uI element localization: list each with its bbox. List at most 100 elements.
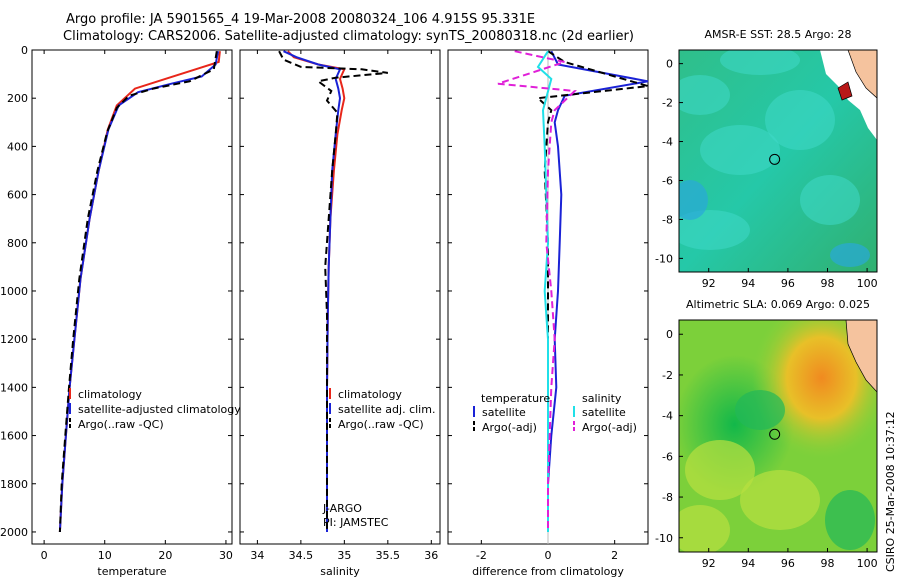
x-tick-label: 0 [545,549,552,562]
sla-patch [679,505,730,552]
y-tick-label: 200 [7,92,28,105]
legend-item: Argo(..raw -QC) [78,418,164,431]
y-tick-label: 2000 [0,526,28,539]
legend-item: satellite-adjusted climatology [78,403,241,416]
float-annotation: PI: JAMSTEC [323,516,389,529]
map-title: Altimetric SLA: 0.069 Argo: 0.025 [686,298,870,311]
x-tick-label: 20 [158,549,172,562]
legend-item: Argo(-adj) [482,421,537,434]
y-tick-label: 800 [7,237,28,250]
sst-cool-patch [830,243,870,267]
argo-float-marker [769,428,781,440]
x-tick-label: -2 [476,549,487,562]
argo-float-marker [769,153,781,165]
sla-patch-low [825,490,875,550]
map-y-tick-label: 0 [666,328,673,341]
panel-frame [239,49,441,545]
map-y-tick-label: -2 [662,97,673,110]
map-y-tick-label: -4 [662,410,673,423]
sst-cool-patch [679,180,708,220]
map-frame [678,49,878,273]
y-tick-label: 0 [21,44,28,57]
profile-panel-salinity: 34 34.5 35 35.5 36 salinity climatology satelli… [239,49,441,578]
sla-patch [685,440,755,500]
header-line-2: Climatology: CARS2006. Satellite-adjuste… [63,29,634,44]
map-x-tick-label: 100 [857,277,878,290]
legend-item: climatology [78,388,142,401]
profile-panel-temperature: 0 10 20 30 0 200 400 600 800 1000 1200 1400 1600 1800… [0,44,241,578]
legend-item: Argo(-adj) [582,421,637,434]
y-tick-label: 1200 [0,333,28,346]
map-field [679,320,877,552]
map-x-tick-label: 98 [821,277,835,290]
x-tick-label: 35 [337,549,351,562]
sst-warm-patch [679,210,750,250]
y-tick-label: 400 [7,140,28,153]
map-y-tick-label: -6 [662,174,673,187]
land-sumatra [845,320,877,393]
map-panel-sst_map: AMSR-E SST: 28.5 Argo: 28 92 94 96 98 100 0 -2 -… [655,28,878,290]
y-tick-label: 1600 [0,430,28,443]
x-tick-label: 2 [611,549,618,562]
x-tick-label: 30 [219,549,233,562]
map-title: AMSR-E SST: 28.5 Argo: 28 [704,28,851,41]
map-y-tick-label: -8 [662,491,673,504]
legend-item: Argo(..raw -QC) [338,418,424,431]
sla-patch-low [735,390,785,430]
legend-item: satellite [582,406,626,419]
profile-panel-difference: -2 0 2 difference from climatology temperatu… [447,49,649,578]
map-panel-sla_map: Altimetric SLA: 0.069 Argo: 0.025 92 94 96 9… [655,298,878,570]
map-y-tick-label: -2 [662,369,673,382]
legend-heading-temperature: temperature [481,392,550,405]
series-line-argo-raw-qc- [278,50,388,532]
x-tick-label: 34 [250,549,264,562]
sst-warm-patch [700,125,780,175]
series-line-salinity-argo-adj- [497,50,577,532]
x-tick-label: 34.5 [289,549,314,562]
map-y-tick-label: -10 [655,532,673,545]
map-x-tick-label: 92 [702,277,716,290]
map-x-tick-label: 96 [781,277,795,290]
legend-item: satellite [482,406,526,419]
x-axis-label: salinity [320,565,360,578]
float-annotation: J-ARGO [322,502,362,515]
map-y-tick-label: -6 [662,450,673,463]
sst-warm-patch [679,75,730,115]
map-y-tick-label: -8 [662,213,673,226]
x-axis-label: difference from climatology [472,565,624,578]
x-tick-label: 35.5 [376,549,401,562]
legend-item: satellite adj. clim. [338,403,435,416]
header-line-1: Argo profile: JA 5901565_4 19-Mar-2008 2… [66,12,536,27]
x-tick-label: 36 [424,549,438,562]
map-x-tick-label: 100 [857,557,878,570]
map-y-tick-label: -4 [662,136,673,149]
map-frame [678,319,878,553]
series-line-salinity-satellite [536,50,553,532]
map-y-tick-label: -10 [655,252,673,265]
sla-patch [740,470,820,530]
legend-heading-salinity: salinity [582,392,622,405]
x-axis-label: temperature [97,565,166,578]
y-tick-label: 1800 [0,478,28,491]
map-x-tick-label: 94 [741,277,755,290]
map-x-tick-label: 94 [741,557,755,570]
map-x-tick-label: 92 [702,557,716,570]
y-tick-label: 1400 [0,381,28,394]
panel-frame [31,49,233,545]
x-tick-label: 10 [98,549,112,562]
map-x-tick-label: 98 [821,557,835,570]
series-line-argo-raw-qc- [58,51,218,533]
land-sumatra [847,50,877,99]
map-y-tick-label: 0 [666,58,673,71]
y-tick-label: 1000 [0,285,28,298]
legend-item: climatology [338,388,402,401]
x-tick-label: 0 [41,549,48,562]
series-line-temperature-satellite [547,50,649,532]
sst-hot-spot [837,81,853,101]
y-tick-label: 600 [7,189,28,202]
map-field [679,50,877,272]
sst-warm-patch [800,175,860,225]
sst-warm-patch [765,90,835,150]
sst-warm-patch [720,50,800,75]
